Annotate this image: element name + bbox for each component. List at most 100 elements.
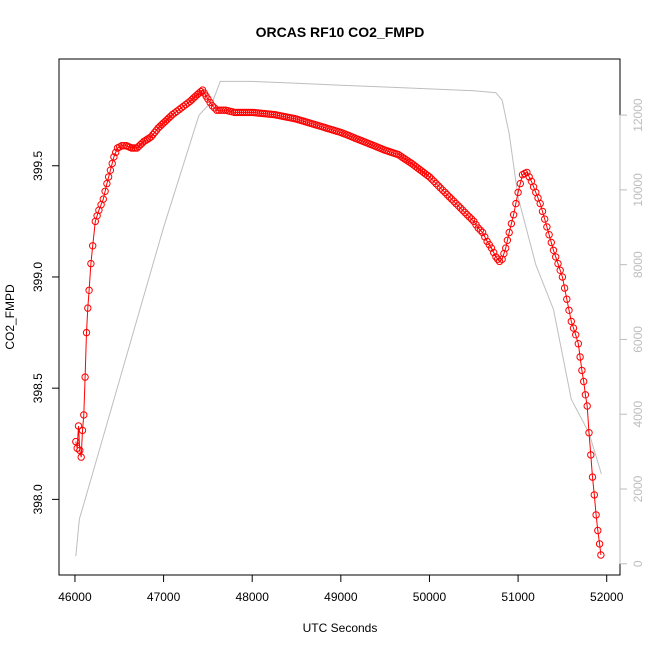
data-point (583, 402, 591, 410)
data-point (578, 366, 586, 375)
data-point (502, 244, 510, 252)
data-point (552, 253, 560, 261)
y2-tick-label: 8000 (631, 251, 645, 278)
data-point (587, 451, 595, 459)
data-point (443, 191, 451, 199)
data-point (77, 453, 85, 461)
data-point (82, 328, 91, 337)
data-point (558, 273, 567, 281)
data-point (581, 391, 590, 399)
data-point (423, 171, 432, 180)
x-axis-label: UTC Seconds (303, 621, 378, 635)
data-point (78, 426, 87, 435)
data-point (147, 133, 155, 141)
chart-title: ORCAS RF10 CO2_FMPD (256, 24, 425, 40)
x-tick-label: 51000 (501, 590, 535, 604)
data-point (430, 177, 438, 186)
secondary-series-layer (75, 80, 602, 557)
data-point (569, 324, 578, 332)
y-axis-right: 0 2000 4000 6000 8000 10000 12000 (619, 98, 645, 567)
data-point (402, 156, 410, 164)
data-point (592, 511, 600, 519)
x-axis: 46000 47000 48000 49000 50000 51000 52000 (58, 574, 624, 604)
data-point (80, 411, 88, 419)
data-point (210, 104, 219, 112)
data-point (81, 373, 89, 381)
data-point (563, 295, 571, 303)
y2-tick-label: 10000 (631, 173, 645, 207)
data-point (556, 266, 564, 274)
secondary-series-line (75, 80, 602, 557)
data-point (465, 213, 473, 221)
data-point (538, 207, 547, 216)
data-point (543, 223, 551, 231)
data-point (461, 208, 469, 217)
data-point (560, 284, 569, 292)
data-point (456, 204, 465, 212)
data-point (99, 195, 108, 203)
data-point (396, 152, 404, 160)
y-axis-left: 398.0 398.5 399.0 399.5 (31, 150, 60, 514)
data-point (595, 540, 604, 548)
x-tick-label: 52000 (590, 590, 624, 604)
data-point (106, 166, 115, 174)
data-point (230, 108, 239, 117)
data-point (505, 228, 513, 237)
data-point (503, 236, 512, 245)
x-tick-label: 48000 (236, 590, 270, 604)
data-point (87, 259, 95, 268)
data-point (108, 159, 116, 168)
data-point (74, 422, 83, 430)
data-point (445, 193, 454, 201)
x-tick-label: 47000 (147, 590, 181, 604)
data-point (432, 179, 440, 188)
data-point (590, 491, 598, 499)
data-point (76, 446, 84, 455)
data-point (240, 108, 249, 117)
data-point (594, 526, 602, 535)
data-point (516, 179, 524, 188)
data-point (101, 187, 109, 196)
data-point (507, 219, 516, 228)
data-point (494, 255, 502, 263)
data-point (197, 87, 205, 96)
primary-series-layer (72, 86, 605, 559)
data-point (110, 153, 118, 161)
data-point (242, 108, 251, 117)
data-point (441, 188, 449, 197)
y2-tick-label: 2000 (631, 475, 645, 502)
data-point (554, 259, 562, 268)
data-point (84, 304, 92, 312)
primary-series-line (75, 89, 602, 556)
y-tick-label: 398.0 (31, 484, 45, 514)
data-point (487, 244, 496, 252)
data-point (394, 150, 403, 159)
data-point (565, 306, 573, 314)
data-point (425, 173, 434, 181)
data-point (428, 175, 436, 183)
y2-tick-label: 12000 (631, 98, 645, 132)
data-point (509, 211, 518, 219)
data-point (467, 215, 476, 223)
data-point (536, 199, 544, 208)
data-point (436, 184, 445, 192)
data-point (463, 211, 471, 219)
data-point (567, 317, 575, 326)
data-point (525, 173, 533, 181)
data-point (492, 253, 500, 261)
y2-tick-label: 6000 (631, 326, 645, 353)
y-tick-label: 398.5 (31, 373, 45, 403)
data-point (481, 233, 489, 241)
data-point (547, 238, 555, 247)
data-point (459, 206, 467, 214)
data-point (523, 168, 531, 177)
data-point (454, 202, 462, 210)
y2-tick-label: 4000 (631, 401, 645, 428)
data-point (434, 182, 442, 190)
data-point (398, 153, 406, 161)
data-point (89, 242, 97, 250)
data-point (149, 130, 157, 139)
data-point (439, 186, 447, 194)
data-point (585, 429, 593, 437)
